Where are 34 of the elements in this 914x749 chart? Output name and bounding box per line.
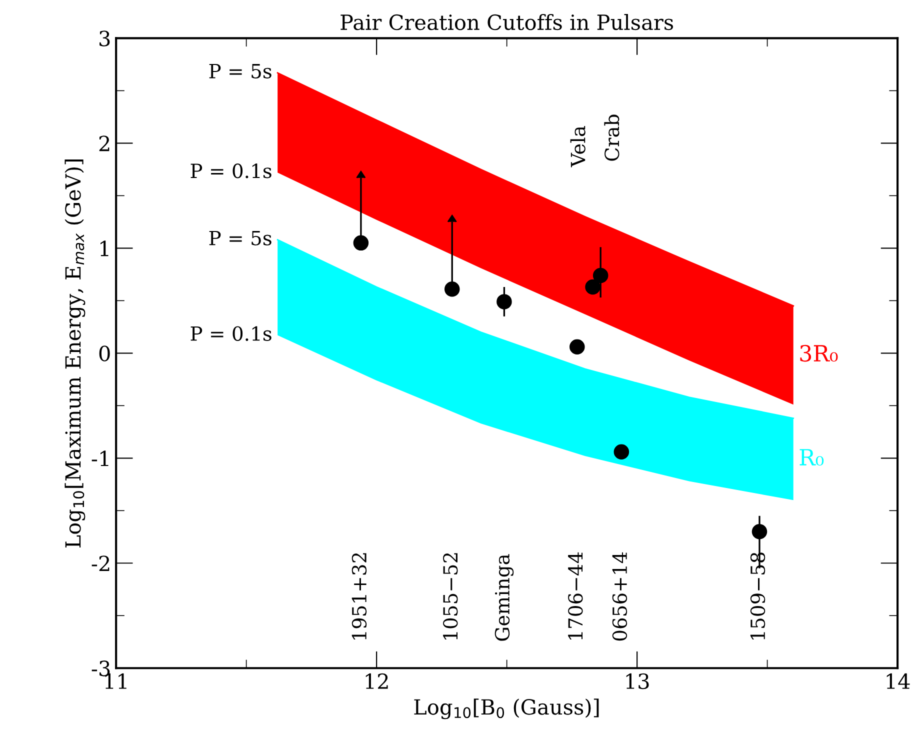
point [353,235,369,251]
y-tick-label: 2 [99,136,110,152]
point [752,524,768,540]
series-label: 3R₀ [800,344,838,362]
point [496,294,512,310]
point [585,279,600,295]
point [614,444,630,460]
series-label: R₀ [800,449,824,466]
annotation: 1055−52 [443,553,458,640]
point [570,339,585,354]
annotation: P = 5s [209,64,272,78]
y-tick-label: 0 [99,346,110,362]
x-tick-label: 14 [886,673,910,689]
annotation: Crab [604,114,620,161]
chart-title: Pair Creation Cutoffs in Pulsars [340,14,674,30]
y-tick-label: -2 [92,556,110,572]
x-axis-title: Log$_{10}$[B$_{0}$ (Gauss)] [414,698,599,720]
point [444,281,460,297]
y-tick-label: -1 [92,450,108,466]
annotation: Vela [570,126,586,168]
annotation: 1951+32 [352,553,367,640]
y-tick-label: 3 [100,30,110,46]
annotation: P = 0.1s [190,326,272,341]
x-tick-label: 12 [366,673,388,689]
x-tick-label: 13 [626,673,649,690]
y-tick-label: 1 [100,240,108,256]
point [592,268,608,284]
annotation: Geminga [494,554,514,641]
annotation: P = 0.1s [190,164,272,178]
y-axis-title: Log$_{10}$[Maximum Energy, E$_{max}$ (GeV)] [64,160,86,548]
annotation: 1706−44 [568,552,583,640]
annotation: P = 5s [209,230,272,246]
annotation: 1509−58 [750,552,766,640]
annotation: 0656+14 [612,552,628,641]
